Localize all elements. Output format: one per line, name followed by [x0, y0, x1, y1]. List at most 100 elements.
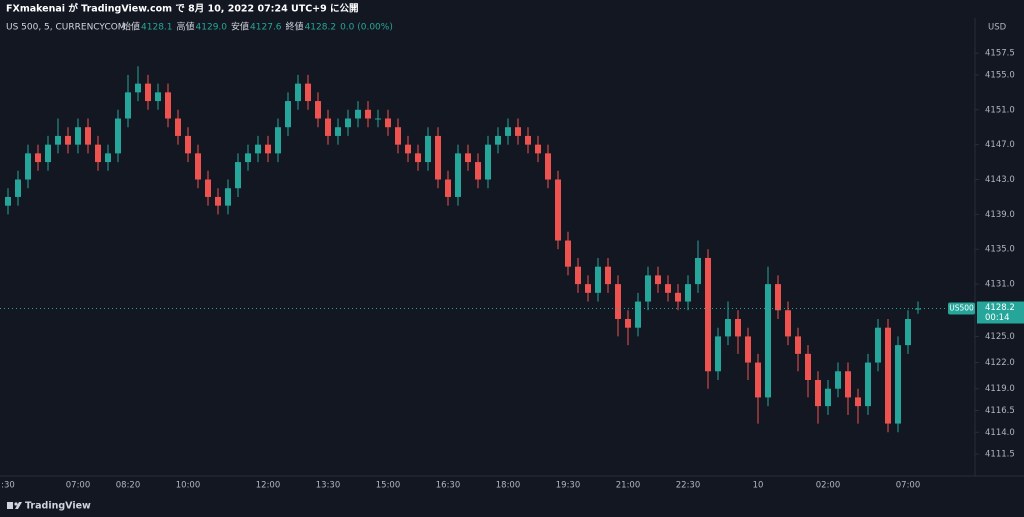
- candle-body: [625, 318, 631, 328]
- candle-body: [755, 362, 761, 398]
- candle-body: [765, 284, 771, 398]
- y-tick-label: 4135.0: [985, 245, 1015, 255]
- y-tick-label: 4114.0: [985, 428, 1015, 438]
- x-tick-label: 02:00: [816, 481, 841, 491]
- candle-body: [385, 118, 391, 128]
- candle-body: [205, 179, 211, 197]
- y-tick-label: 4147.0: [985, 140, 1015, 150]
- candle-body: [515, 127, 521, 136]
- candle-body: [105, 153, 111, 163]
- legend-ohlc-value: 4127.6: [250, 23, 282, 33]
- candle-body: [535, 144, 541, 154]
- candle-body: [255, 144, 261, 154]
- y-tick-label: 4131.0: [985, 280, 1015, 290]
- price-tag-countdown: 00:14: [985, 313, 1010, 323]
- candle-body: [615, 284, 621, 319]
- y-tick-label: 4119.0: [985, 384, 1015, 394]
- candle-body: [905, 318, 911, 346]
- candle-body: [705, 257, 711, 372]
- legend-ohlc-value: 4128.2: [305, 23, 337, 33]
- candle-body: [405, 144, 411, 154]
- y-tick-label: 4116.5: [985, 406, 1015, 416]
- candle-body: [645, 275, 651, 302]
- x-tick-label: 13:30: [316, 481, 341, 491]
- candle-body: [735, 318, 741, 337]
- y-tick-label: 4139.0: [985, 210, 1015, 220]
- candle-body: [665, 284, 671, 293]
- x-tick-label: :30: [1, 481, 15, 491]
- price-tag: [977, 301, 1024, 324]
- candle-body: [345, 118, 351, 128]
- y-tick-label: 4151.0: [985, 105, 1015, 115]
- candle-body: [65, 135, 71, 145]
- candle-body: [745, 336, 751, 363]
- candle-body: [245, 153, 251, 163]
- candle-body: [315, 101, 321, 119]
- symbol-tag: [948, 302, 975, 315]
- candle-body: [365, 109, 371, 119]
- candle-body: [915, 308, 921, 310]
- candle-body: [895, 345, 901, 424]
- candle-body: [305, 83, 311, 102]
- candle-body: [185, 135, 191, 154]
- candle-body: [335, 127, 341, 136]
- candle-body: [465, 153, 471, 163]
- y-tick-label: 4111.5: [985, 450, 1015, 460]
- candle-body: [875, 327, 881, 363]
- candle-body: [175, 118, 181, 136]
- candle-body: [455, 153, 461, 197]
- candle-body: [115, 118, 121, 154]
- candle-body: [695, 257, 701, 285]
- legend-ohlc-label: 始値: [122, 21, 140, 33]
- y-tick-label: 4155.0: [985, 70, 1015, 80]
- candle-body: [485, 144, 491, 180]
- candle-body: [295, 83, 301, 102]
- legend-ohlc: 始値 4128.1 高値 4129.0 安値 4127.6 終値 4128.2 0.0 (0.0…: [122, 21, 393, 33]
- y-tick-label: 4125.0: [985, 332, 1015, 342]
- candle-body: [845, 371, 851, 398]
- legend-ohlc-label: 終値: [286, 21, 304, 33]
- candle-body: [505, 127, 511, 136]
- x-tick-label: 21:00: [616, 481, 641, 491]
- candle-body: [865, 362, 871, 407]
- candle-body: [225, 188, 231, 206]
- candle-body: [855, 397, 861, 407]
- candle-body: [835, 371, 841, 389]
- x-tick-label: 10: [753, 481, 764, 491]
- currency-label: USD: [988, 23, 1007, 33]
- logo-part: [14, 502, 18, 506]
- legend-ohlc-value: 4128.1: [141, 23, 173, 33]
- legend-ohlc-label: 高値: [177, 21, 195, 33]
- candle-body: [215, 196, 221, 206]
- candle-body: [545, 153, 551, 180]
- price-tag-price: 4128.2: [985, 303, 1015, 313]
- candle-body: [675, 292, 681, 302]
- candle-body: [825, 388, 831, 407]
- x-tick-label: 18:00: [496, 481, 521, 491]
- x-tick-label: 07:00: [896, 481, 921, 491]
- candle-body: [575, 266, 581, 285]
- x-tick-label: 16:30: [436, 481, 461, 491]
- candle-body: [435, 135, 441, 180]
- candle-body: [35, 153, 41, 163]
- candle-body: [635, 301, 641, 328]
- candle-body: [75, 127, 81, 145]
- candle-body: [725, 318, 731, 337]
- candle-body: [55, 135, 61, 145]
- candle-body: [125, 92, 131, 119]
- y-tick-label: 4122.0: [985, 358, 1015, 368]
- candle-body: [525, 135, 531, 145]
- header-title: FXmakenai が TradingView.com で 8月 10, 202…: [6, 3, 359, 15]
- candle-body: [95, 144, 101, 163]
- candle-body: [275, 127, 281, 154]
- candle-body: [605, 266, 611, 285]
- candle-body: [815, 379, 821, 407]
- candle-body: [715, 336, 721, 372]
- candle-body: [775, 284, 781, 311]
- candle-body: [565, 240, 571, 267]
- candle-body: [585, 284, 591, 293]
- candle-body: [155, 92, 161, 102]
- footer-logo: [7, 502, 22, 509]
